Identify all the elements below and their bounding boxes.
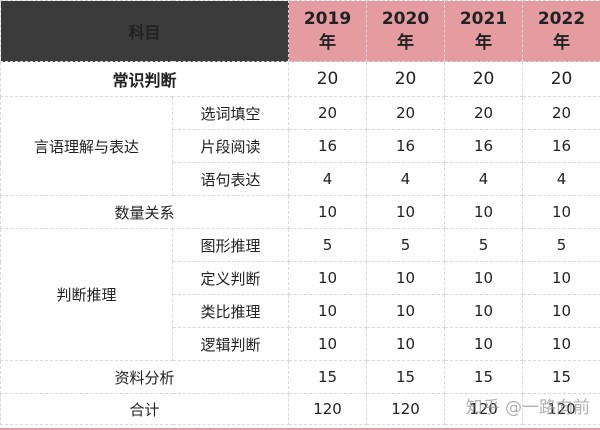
group-label-reasoning: 判断推理 (0, 228, 173, 361)
cell-value: 4 (366, 162, 446, 196)
cell-value: 5 (366, 228, 446, 262)
cell-value: 10 (288, 294, 368, 328)
cell-value: 10 (522, 261, 600, 295)
bottom-rule (0, 428, 600, 430)
cell-value: 10 (366, 195, 446, 229)
cell-value: 5 (522, 228, 600, 262)
cell-value: 16 (444, 129, 524, 163)
table-row: 逻辑判断 10 10 10 10 (1, 327, 600, 361)
cell-value: 10 (444, 195, 524, 229)
header-row: 科目 2019 年 2020 年 2021 年 2022 年 (0, 0, 600, 62)
cell-value: 10 (522, 294, 600, 328)
table-row: 数量关系 10 10 10 10 (0, 195, 600, 229)
cell-value: 20 (444, 61, 524, 97)
subject-header: 科目 (0, 0, 290, 62)
cell-value: 120 (288, 393, 368, 425)
cell-value: 15 (288, 360, 368, 394)
cell-value: 20 (366, 61, 446, 97)
cell-value: 10 (288, 195, 368, 229)
sub-label: 选词填空 (171, 96, 290, 130)
cell-value: 15 (366, 360, 446, 394)
cell-value: 20 (288, 96, 368, 130)
table-row: 片段阅读 16 16 16 16 (1, 129, 600, 163)
cell-value: 16 (288, 129, 368, 163)
sub-label: 逻辑判断 (171, 327, 290, 361)
cell-value: 4 (522, 162, 600, 196)
table-row: 语句表达 4 4 4 4 (1, 162, 600, 196)
cell-value: 120 (522, 393, 600, 425)
cell-value: 10 (522, 195, 600, 229)
sub-label: 语句表达 (171, 162, 290, 196)
table-row: 常识判断 20 20 20 20 (0, 61, 600, 97)
cell-value: 20 (522, 96, 600, 130)
cell-value: 10 (288, 327, 368, 361)
cell-value: 120 (366, 393, 446, 425)
cell-value: 16 (366, 129, 446, 163)
cell-value: 10 (366, 261, 446, 295)
cell-value: 15 (522, 360, 600, 394)
table-row: 定义判断 10 10 10 10 (1, 261, 600, 295)
row-label-total: 合计 (0, 393, 290, 425)
table-row-total: 合计 120 120 120 120 (0, 393, 600, 425)
cell-value: 16 (522, 129, 600, 163)
cell-value: 10 (522, 327, 600, 361)
table-row: 资料分析 15 15 15 15 (0, 360, 600, 394)
sub-label: 类比推理 (171, 294, 290, 328)
row-label-common-sense: 常识判断 (0, 61, 290, 97)
cell-value: 5 (444, 228, 524, 262)
year-header-2021: 2021 年 (444, 0, 524, 62)
cell-value: 5 (288, 228, 368, 262)
cell-value: 10 (444, 294, 524, 328)
cell-value: 10 (288, 261, 368, 295)
cell-value: 10 (366, 294, 446, 328)
cell-value: 10 (444, 261, 524, 295)
cell-value: 10 (444, 327, 524, 361)
sub-label: 定义判断 (171, 261, 290, 295)
cell-value: 20 (366, 96, 446, 130)
cell-value: 120 (444, 393, 524, 425)
cell-value: 15 (444, 360, 524, 394)
year-header-2019: 2019 年 (288, 0, 368, 62)
cell-value: 20 (444, 96, 524, 130)
cell-value: 4 (444, 162, 524, 196)
table-row: 类比推理 10 10 10 10 (1, 294, 600, 328)
sub-label: 片段阅读 (171, 129, 290, 163)
table-row: 言语理解与表达 选词填空 20 20 20 20 (0, 96, 600, 196)
cell-value: 4 (288, 162, 368, 196)
group-label-verbal: 言语理解与表达 (0, 96, 173, 196)
sub-label: 图形推理 (171, 228, 290, 262)
cell-value: 20 (522, 61, 600, 97)
cell-value: 20 (288, 61, 368, 97)
cell-value: 10 (366, 327, 446, 361)
row-label-quantity: 数量关系 (0, 195, 290, 229)
year-header-2020: 2020 年 (366, 0, 446, 62)
table-row: 判断推理 图形推理 5 5 5 5 (0, 228, 600, 361)
year-header-2022: 2022 年 (522, 0, 600, 62)
row-label-data-analysis: 资料分析 (0, 360, 290, 394)
